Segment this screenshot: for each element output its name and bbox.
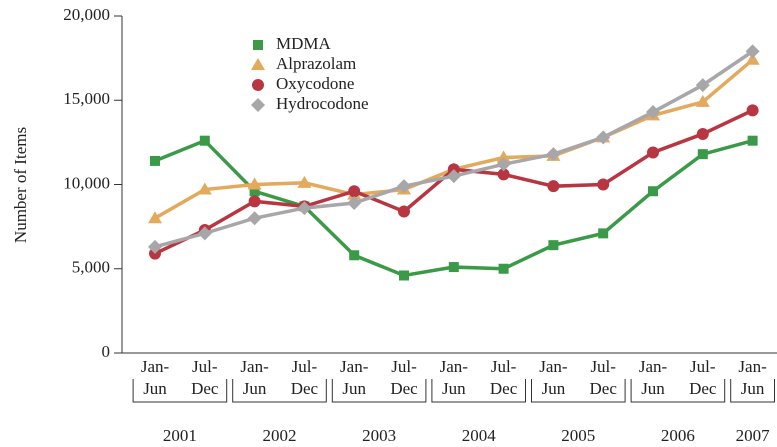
x-tick-label: Jun	[542, 379, 566, 398]
marker	[247, 177, 262, 190]
marker	[496, 157, 511, 172]
year-bracket	[531, 379, 626, 403]
year-bracket	[331, 379, 427, 403]
marker	[695, 78, 710, 93]
x-tick-label: Dec	[490, 379, 518, 398]
year-label: 2002	[263, 426, 297, 445]
marker	[248, 195, 261, 208]
marker	[252, 79, 264, 91]
x-tick-label: Jan-	[240, 357, 269, 376]
series-line	[154, 58, 754, 220]
x-tick-label: Jun	[342, 379, 366, 398]
marker	[646, 105, 660, 120]
marker	[148, 211, 162, 224]
marker	[697, 149, 708, 160]
marker	[249, 186, 260, 197]
marker	[448, 262, 459, 273]
marker	[197, 226, 212, 241]
x-tick-label: Dec	[689, 379, 717, 398]
marker	[696, 127, 709, 140]
marker	[150, 155, 160, 166]
year-bracket	[730, 379, 775, 403]
x-tick-label: Dec	[390, 379, 418, 398]
year-label: 2004	[462, 426, 497, 445]
legend-label: Alprazolam	[276, 54, 356, 73]
marker	[253, 40, 263, 50]
marker	[349, 250, 360, 261]
marker	[648, 186, 658, 197]
marker	[695, 94, 710, 107]
marker	[446, 169, 461, 184]
marker	[251, 58, 265, 70]
x-tick-label: Dec	[291, 379, 319, 398]
y-tick-label: 20,000	[63, 5, 110, 24]
legend-label: Oxycodone	[276, 74, 354, 93]
x-tick-label: Dec	[191, 379, 219, 398]
legend-label: MDMA	[276, 34, 332, 53]
x-tick-label: Jun	[143, 379, 167, 398]
x-tick-label: Jul-	[391, 357, 417, 376]
x-tick-label: Jun	[641, 379, 665, 398]
marker	[647, 146, 659, 159]
x-tick-label: Jun	[243, 379, 267, 398]
x-tick-label: Jan-	[440, 357, 469, 376]
x-tick-label: Jan-	[340, 357, 369, 376]
y-tick-label: 15,000	[63, 89, 110, 108]
marker	[746, 104, 759, 117]
x-tick-label: Jan-	[539, 357, 568, 376]
year-label: 2006	[661, 426, 695, 445]
x-tick-label: Jan-	[639, 357, 668, 376]
marker	[397, 179, 411, 194]
marker	[745, 52, 760, 65]
marker	[496, 150, 511, 163]
x-tick-label: Jul-	[590, 357, 616, 376]
year-label: 2003	[362, 426, 396, 445]
marker	[348, 185, 361, 198]
x-tick-label: Jan-	[738, 357, 767, 376]
legend-label: Hydrocodone	[276, 94, 369, 113]
marker	[399, 270, 409, 281]
marker	[497, 168, 510, 181]
year-bracket	[132, 379, 228, 403]
year-bracket	[431, 379, 526, 403]
marker	[596, 130, 611, 145]
marker	[598, 228, 609, 239]
x-tick-label: Jan-	[141, 357, 170, 376]
marker	[148, 239, 162, 254]
marker	[297, 175, 312, 188]
y-axis-label: Number of Items	[11, 127, 30, 243]
x-tick-label: Dec	[590, 379, 618, 398]
year-bracket	[232, 379, 327, 403]
marker	[546, 147, 561, 162]
y-tick-label: 0	[102, 342, 111, 361]
marker	[498, 263, 509, 274]
marker	[251, 98, 265, 112]
marker	[297, 201, 312, 216]
marker	[199, 135, 210, 146]
marker	[747, 135, 758, 146]
x-tick-label: Jun	[741, 379, 765, 398]
marker	[597, 178, 610, 191]
x-tick-label: Jun	[442, 379, 466, 398]
year-label: 2007	[736, 426, 771, 445]
marker	[197, 182, 212, 195]
marker	[548, 240, 559, 251]
year-label: 2005	[561, 426, 595, 445]
x-tick-label: Jul-	[491, 357, 517, 376]
marker	[398, 205, 410, 218]
x-tick-label: Jul-	[292, 357, 318, 376]
marker	[347, 196, 362, 211]
year-label: 2001	[163, 426, 197, 445]
x-tick-label: Jul-	[690, 357, 716, 376]
marker	[745, 44, 760, 59]
marker	[247, 211, 262, 226]
y-tick-label: 10,000	[63, 173, 110, 192]
marker	[547, 180, 560, 193]
x-tick-label: Jul-	[192, 357, 218, 376]
year-bracket	[630, 379, 726, 403]
y-tick-label: 5,000	[72, 258, 110, 277]
